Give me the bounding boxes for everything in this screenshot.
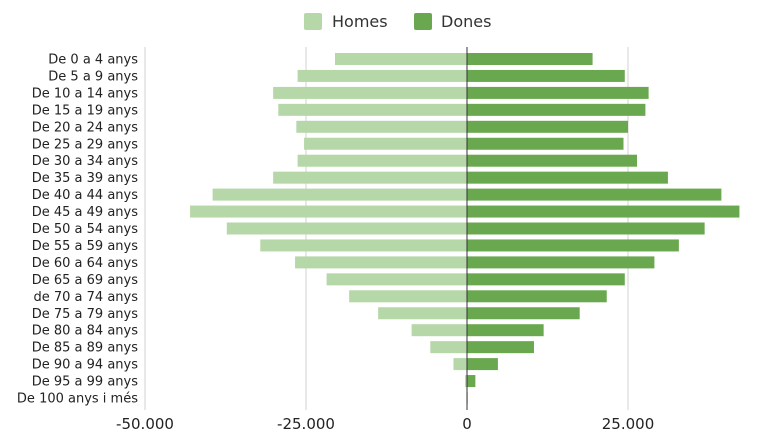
category-label: De 65 a 69 anys: [32, 273, 138, 288]
bar-dones: [467, 341, 534, 354]
bar-dones: [467, 290, 607, 303]
bar-dones: [467, 69, 625, 82]
bars: [190, 53, 740, 404]
category-label: De 60 a 64 anys: [32, 256, 138, 271]
bar-homes: [297, 154, 467, 167]
bar-dones: [467, 137, 624, 150]
x-tick-label: -50.000: [116, 415, 174, 432]
bar-homes: [378, 307, 467, 320]
bar-dones: [467, 358, 498, 371]
category-label: De 90 a 94 anys: [32, 358, 138, 373]
bar-dones: [467, 375, 476, 388]
category-label: De 10 a 14 anys: [32, 86, 138, 101]
bar-dones: [467, 222, 705, 235]
bar-homes: [273, 86, 467, 99]
bar-dones: [467, 103, 646, 116]
category-label: De 25 a 29 anys: [32, 137, 138, 152]
x-tick-label: -25.000: [277, 415, 335, 432]
legend: Homes Dones: [304, 12, 491, 31]
bar-homes: [212, 188, 467, 201]
bar-dones: [467, 324, 544, 337]
category-label: De 40 a 44 anys: [32, 188, 138, 203]
bar-dones: [467, 53, 593, 65]
bar-homes: [295, 256, 467, 269]
bar-homes: [349, 290, 467, 303]
category-label: De 5 a 9 anys: [48, 69, 138, 84]
bar-dones: [467, 188, 722, 201]
category-label: De 80 a 84 anys: [32, 324, 138, 339]
category-label: De 35 a 39 anys: [32, 171, 138, 186]
bar-dones: [467, 273, 625, 286]
bar-homes: [190, 205, 467, 218]
legend-label-dones[interactable]: Dones: [441, 12, 491, 31]
category-label: De 100 anys i més: [17, 392, 138, 407]
bar-dones: [467, 120, 628, 133]
bar-homes: [326, 273, 467, 286]
legend-label-homes[interactable]: Homes: [332, 12, 388, 31]
category-label: de 70 a 74 anys: [33, 290, 138, 305]
category-label: De 15 a 19 anys: [32, 103, 138, 118]
bar-homes: [411, 324, 467, 337]
bar-homes: [226, 222, 467, 235]
x-tick-labels: -50.000 -25.000 0 25.000: [116, 415, 654, 432]
bar-dones: [467, 239, 679, 252]
x-tick-label: 0: [462, 415, 472, 432]
bar-dones: [467, 256, 655, 269]
x-tick-label: 25.000: [602, 415, 655, 432]
bar-homes: [297, 69, 467, 82]
bar-homes: [453, 358, 467, 371]
bar-homes: [304, 137, 467, 150]
category-label: De 0 a 4 anys: [48, 53, 138, 68]
legend-swatch-dones[interactable]: [414, 13, 432, 30]
bar-homes: [430, 341, 467, 354]
category-label: De 45 a 49 anys: [32, 205, 138, 220]
category-label: De 55 a 59 anys: [32, 239, 138, 254]
bar-dones: [467, 86, 649, 99]
bar-homes: [334, 53, 467, 65]
bar-homes: [273, 171, 467, 184]
category-label: De 30 a 34 anys: [32, 154, 138, 169]
category-label: De 50 a 54 anys: [32, 222, 138, 237]
legend-swatch-homes[interactable]: [304, 13, 322, 30]
bar-homes: [278, 103, 467, 116]
category-label: De 85 a 89 anys: [32, 341, 138, 356]
bar-homes: [296, 120, 467, 133]
category-label: De 20 a 24 anys: [32, 120, 138, 135]
bar-homes: [260, 239, 467, 252]
bar-dones: [467, 205, 740, 218]
category-label: De 75 a 79 anys: [32, 307, 138, 322]
bar-dones: [467, 154, 638, 167]
bar-homes: [465, 375, 467, 388]
bar-dones: [467, 307, 580, 320]
bar-dones: [467, 171, 668, 184]
category-label: De 95 a 99 anys: [32, 375, 138, 390]
